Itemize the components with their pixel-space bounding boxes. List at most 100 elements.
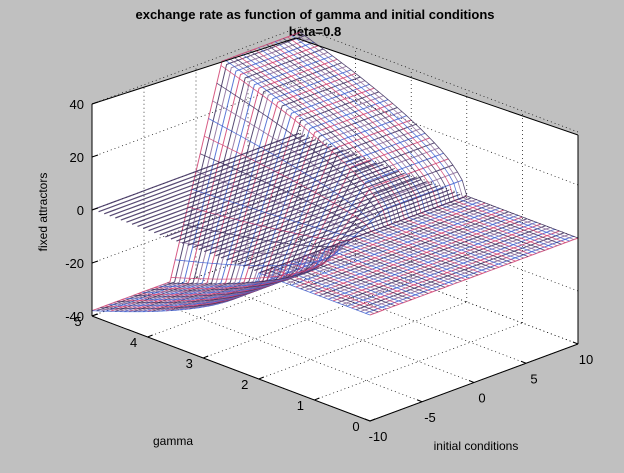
surface-mesh-line <box>166 244 446 288</box>
attractor-surface <box>91 31 579 316</box>
surface-middle-band <box>259 195 467 274</box>
surface-middle-band <box>231 185 439 263</box>
surface-middle-band <box>198 172 405 251</box>
surface-middle-band <box>153 155 361 234</box>
x-tick-label: 0 <box>478 391 485 406</box>
surface-middle-band <box>226 183 433 261</box>
grid-line-z <box>299 238 579 345</box>
grid-line-y <box>147 259 356 338</box>
surface-mesh-line <box>191 188 470 279</box>
x-tick <box>364 418 371 422</box>
surface-middle-band <box>170 162 378 240</box>
y-tick-label: 3 <box>186 356 193 371</box>
surface-middle-band <box>120 143 328 221</box>
surface-middle-band <box>215 179 422 257</box>
y-tick <box>91 313 98 317</box>
surface-mesh-line <box>258 47 537 254</box>
surface-middle-band <box>176 164 383 242</box>
grid-line-y <box>258 301 467 380</box>
surface-mesh-line <box>283 38 562 245</box>
grid-line-x <box>195 277 475 383</box>
x-tick <box>468 380 475 383</box>
surface-mesh-line <box>299 31 579 239</box>
surface-mesh-line <box>287 36 566 243</box>
grid-line-x <box>143 296 423 403</box>
surface-mesh-line <box>295 33 574 240</box>
surface-mesh-line <box>249 50 529 257</box>
ylabel: gamma <box>153 434 193 448</box>
surface-middle-band <box>192 170 400 248</box>
surface-middle-band <box>209 176 416 255</box>
y-tick-label: 2 <box>241 377 248 392</box>
y-tick <box>258 376 264 380</box>
gamma-axis-line <box>91 315 371 422</box>
surface-mesh-line <box>253 48 533 256</box>
surface-middle-band <box>254 193 461 272</box>
grid-line-y <box>314 322 523 401</box>
x-tick <box>520 360 527 364</box>
zlabel: fixed attractors <box>36 173 50 252</box>
grid-line-y <box>203 280 412 359</box>
surface-mesh-line <box>212 100 491 271</box>
z-tick-label: 20 <box>70 150 84 165</box>
surface-middle-band <box>115 141 322 219</box>
surface-middle-band <box>142 151 350 230</box>
y-tick <box>203 355 209 359</box>
x-tick-label: -5 <box>424 410 436 425</box>
surface-middle-band <box>131 147 339 225</box>
surface-middle-band <box>248 191 455 269</box>
z-tick <box>91 207 99 211</box>
y-tick-label: 5 <box>74 314 81 329</box>
surface-mesh-line <box>278 39 558 247</box>
grid-line-z <box>91 79 301 158</box>
y-tick-label: 0 <box>352 419 359 434</box>
surface-middle-band <box>126 145 333 223</box>
surface-middle-band <box>187 168 394 246</box>
surface-mesh-line <box>262 45 541 253</box>
x-tick <box>572 341 579 345</box>
x-tick <box>416 399 423 403</box>
surface-middle-band <box>220 181 428 259</box>
y-tick <box>147 334 153 338</box>
surface-middle-band <box>203 174 411 253</box>
x-tick-label: 5 <box>530 371 537 386</box>
surface-mesh-line <box>170 243 450 287</box>
axis-ticks: -40 -20 0 20 40 0 1 2 3 4 5 -10 -5 0 5 10 <box>65 97 593 444</box>
y-tick-label: 4 <box>130 335 137 350</box>
surface-middle-band <box>98 134 305 213</box>
surface-mesh-line <box>179 240 458 284</box>
surface-mesh-line <box>270 42 550 250</box>
surface-mesh-line <box>291 35 570 242</box>
chart-subtitle: beta=0.8 <box>289 24 341 39</box>
surface-middle-band <box>103 137 311 215</box>
surface-middle-band <box>159 158 366 236</box>
surface-middle-band <box>92 132 300 211</box>
grid-line-z <box>299 132 579 239</box>
surface-middle-band <box>148 153 355 232</box>
y-tick <box>314 397 320 401</box>
surface-mesh-line <box>220 65 500 268</box>
surface-mesh-line <box>175 241 454 285</box>
surface-middle-band <box>109 139 316 217</box>
surface-middle-band <box>165 160 372 238</box>
grid-line-z <box>299 26 579 133</box>
surface-middle-band <box>137 149 344 227</box>
x-tick-label: 10 <box>579 352 593 367</box>
surface-mesh-line <box>274 41 554 248</box>
surface-mesh-line <box>208 118 487 273</box>
surface-middle-band <box>181 166 389 244</box>
surface-mesh-line <box>266 44 545 251</box>
z-tick-label: -40 <box>65 309 84 324</box>
z-tick <box>91 101 99 105</box>
grid-line-z <box>299 79 579 186</box>
grid-line-z <box>91 26 301 105</box>
z-tick <box>91 154 99 158</box>
xlabel: initial conditions <box>434 439 519 453</box>
y-tick <box>369 418 376 422</box>
surface-middle-band <box>237 187 444 265</box>
z-tick-label: 0 <box>77 203 84 218</box>
z-tick-label: 40 <box>70 97 84 112</box>
plot-area <box>92 38 578 421</box>
y-tick-label: 1 <box>297 398 304 413</box>
